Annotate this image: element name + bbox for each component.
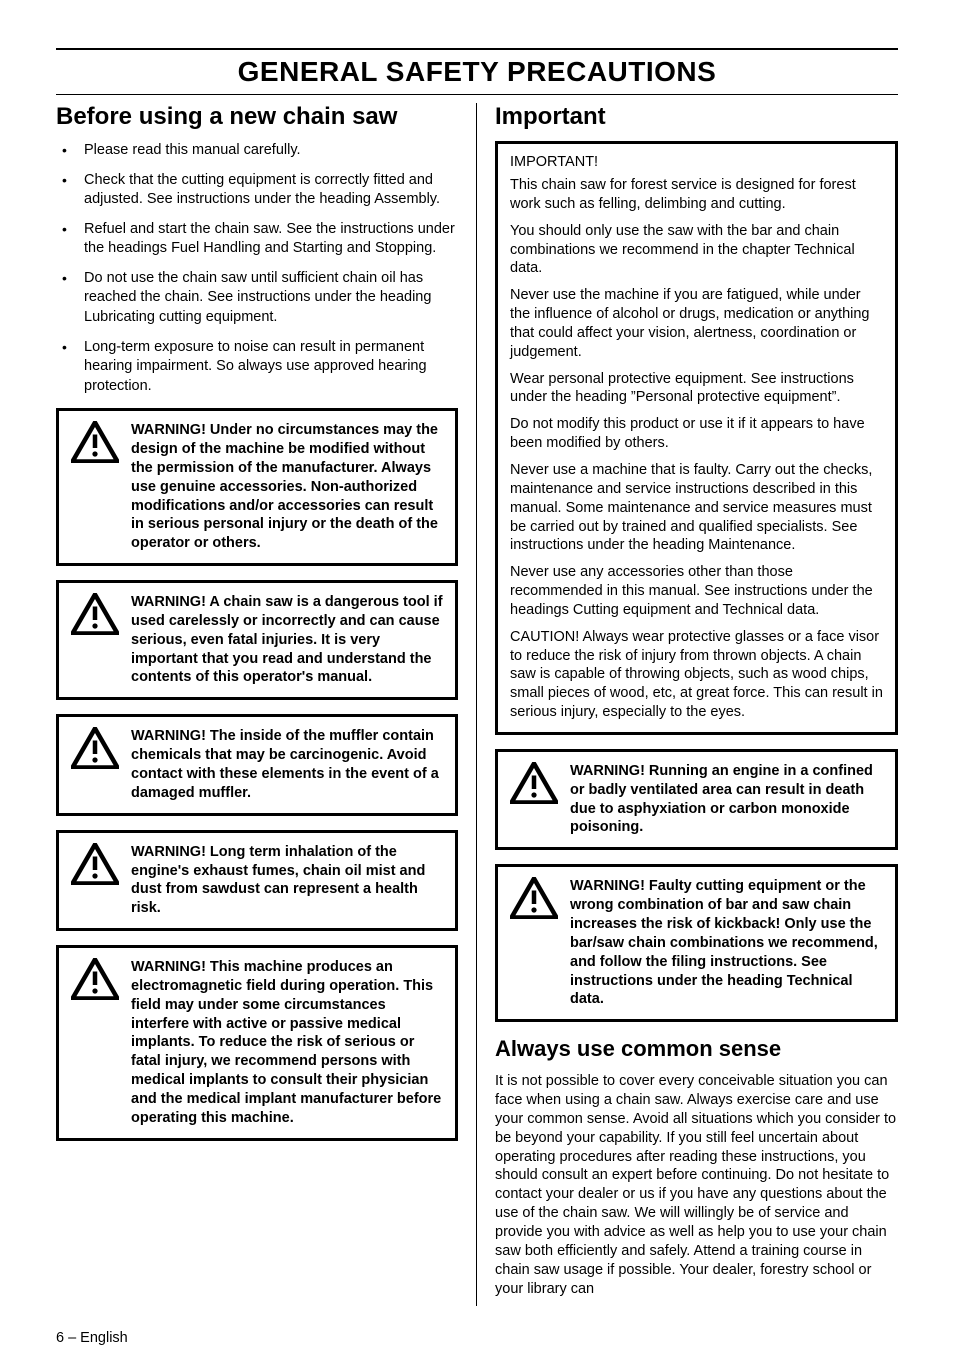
warning-icon	[71, 593, 119, 635]
page-title: GENERAL SAFETY PRECAUTIONS	[56, 56, 898, 88]
important-para: Never use any accessories other than tho…	[510, 563, 883, 620]
bullet-item: Do not use the chain saw until sufficien…	[56, 269, 458, 328]
warning-text: WARNING! Long term inhalation of the eng…	[131, 843, 443, 918]
important-para: This chain saw for forest service is des…	[510, 176, 883, 214]
bullet-item: Please read this manual carefully.	[56, 141, 458, 161]
right-column: Important IMPORTANT! This chain saw for …	[477, 103, 898, 1306]
page-footer: 6 – English	[56, 1330, 898, 1346]
important-para: Never use a machine that is faulty. Carr…	[510, 461, 883, 555]
important-para: You should only use the saw with the bar…	[510, 222, 883, 279]
warning-box: WARNING! Running an engine in a confined…	[495, 749, 898, 850]
warning-text: WARNING! Faulty cutting equipment or the…	[570, 877, 883, 1009]
important-para: CAUTION! Always wear protective glasses …	[510, 628, 883, 722]
warning-icon	[71, 727, 119, 769]
warning-text: WARNING! The inside of the muffler conta…	[131, 727, 443, 802]
important-para: Never use the machine if you are fatigue…	[510, 286, 883, 361]
page: GENERAL SAFETY PRECAUTIONS Before using …	[0, 0, 954, 1370]
important-para: Wear personal protective equipment. See …	[510, 370, 883, 408]
warning-text: WARNING! This machine produces an electr…	[131, 958, 443, 1128]
left-column: Before using a new chain saw Please read…	[56, 103, 477, 1306]
warning-icon	[71, 421, 119, 463]
common-sense-para: It is not possible to cover every concei…	[495, 1072, 898, 1298]
important-box: IMPORTANT! This chain saw for forest ser…	[495, 141, 898, 735]
warning-icon	[71, 843, 119, 885]
warning-box: WARNING! Under no circumstances may the …	[56, 408, 458, 566]
warning-icon	[71, 958, 119, 1000]
warning-box: WARNING! The inside of the muffler conta…	[56, 714, 458, 815]
top-rule	[56, 48, 898, 50]
bullet-item: Refuel and start the chain saw. See the …	[56, 220, 458, 259]
warning-text: WARNING! Running an engine in a confined…	[570, 762, 883, 837]
important-para: Do not modify this product or use it if …	[510, 415, 883, 453]
bullet-item: Check that the cutting equipment is corr…	[56, 171, 458, 210]
warning-text: WARNING! A chain saw is a dangerous tool…	[131, 593, 443, 687]
warning-box: WARNING! A chain saw is a dangerous tool…	[56, 580, 458, 700]
bottom-rule	[56, 94, 898, 95]
warning-box: WARNING! This machine produces an electr…	[56, 945, 458, 1141]
left-heading: Before using a new chain saw	[56, 103, 458, 131]
warning-icon	[510, 877, 558, 919]
bullet-item: Long-term exposure to noise can result i…	[56, 338, 458, 397]
bullet-list: Please read this manual carefully. Check…	[56, 141, 458, 396]
columns: Before using a new chain saw Please read…	[56, 103, 898, 1306]
warning-box: WARNING! Long term inhalation of the eng…	[56, 830, 458, 931]
common-sense-heading: Always use common sense	[495, 1036, 898, 1062]
important-heading: IMPORTANT!	[510, 154, 883, 170]
warning-icon	[510, 762, 558, 804]
warning-text: WARNING! Under no circumstances may the …	[131, 421, 443, 553]
right-heading: Important	[495, 103, 898, 131]
warning-box: WARNING! Faulty cutting equipment or the…	[495, 864, 898, 1022]
